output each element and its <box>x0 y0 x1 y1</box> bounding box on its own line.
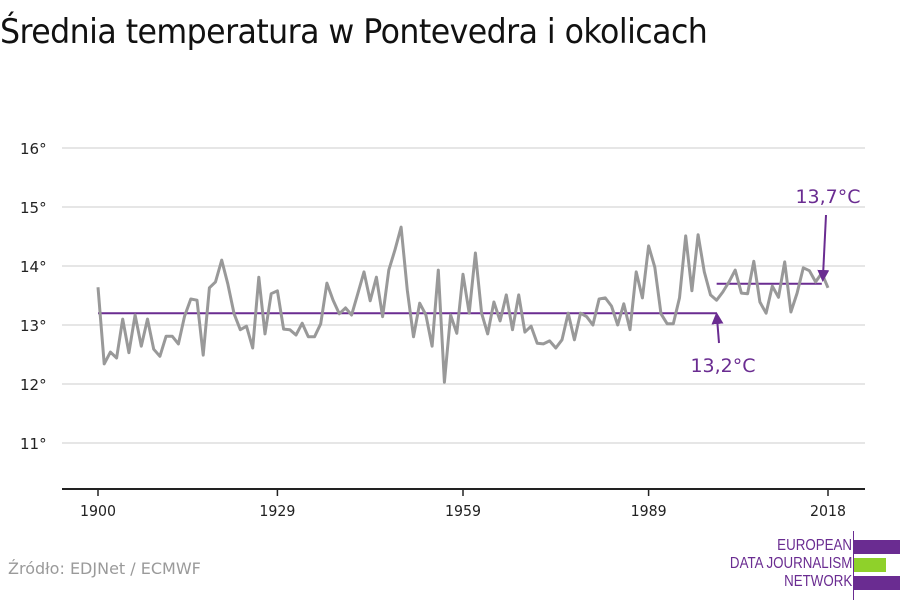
y-tick-label: 14° <box>20 258 47 276</box>
chart-title: Średnia temperatura w Pontevedra i okoli… <box>0 12 708 52</box>
logo-line-3: NETWORK <box>783 573 852 590</box>
annotations: 13,2°C 13,7°C <box>690 186 860 377</box>
y-axis-ticks: 11° 12° 13° 14° 15° 16° <box>20 140 47 453</box>
logo-line-1: EUROPEAN <box>777 537 852 554</box>
arrow-mean-2 <box>817 214 830 282</box>
gridlines <box>62 147 865 444</box>
logo-line-2: DATA JOURNALISM <box>729 555 852 572</box>
y-tick-label: 12° <box>20 376 47 394</box>
edjnet-logo: EUROPEAN DATA JOURNALISM NETWORK <box>730 531 900 600</box>
source-text: Źródło: EDJNet / ECMWF <box>8 559 201 578</box>
logo-bar-purple-bottom <box>854 576 900 590</box>
x-tick-label: 1929 <box>259 502 295 520</box>
y-tick-label: 16° <box>20 140 47 158</box>
x-axis: 1900 1929 1959 1989 2018 <box>62 488 865 520</box>
temperature-line <box>96 225 830 384</box>
y-tick-label: 11° <box>20 435 47 453</box>
logo-bar-green <box>854 558 886 572</box>
x-tick-label: 2018 <box>810 502 846 520</box>
mean-label-2: 13,7°C <box>795 186 860 208</box>
series-lines <box>96 225 830 384</box>
arrow-mean-1 <box>711 312 724 344</box>
mean-label-1: 13,2°C <box>690 355 755 377</box>
x-tick-label: 1989 <box>631 502 667 520</box>
x-tick-label: 1959 <box>445 502 481 520</box>
logo-bar-purple-top <box>854 540 900 554</box>
y-tick-label: 15° <box>20 199 47 217</box>
y-tick-label: 13° <box>20 317 47 335</box>
x-tick-label: 1900 <box>80 502 116 520</box>
logo-divider <box>852 531 854 600</box>
